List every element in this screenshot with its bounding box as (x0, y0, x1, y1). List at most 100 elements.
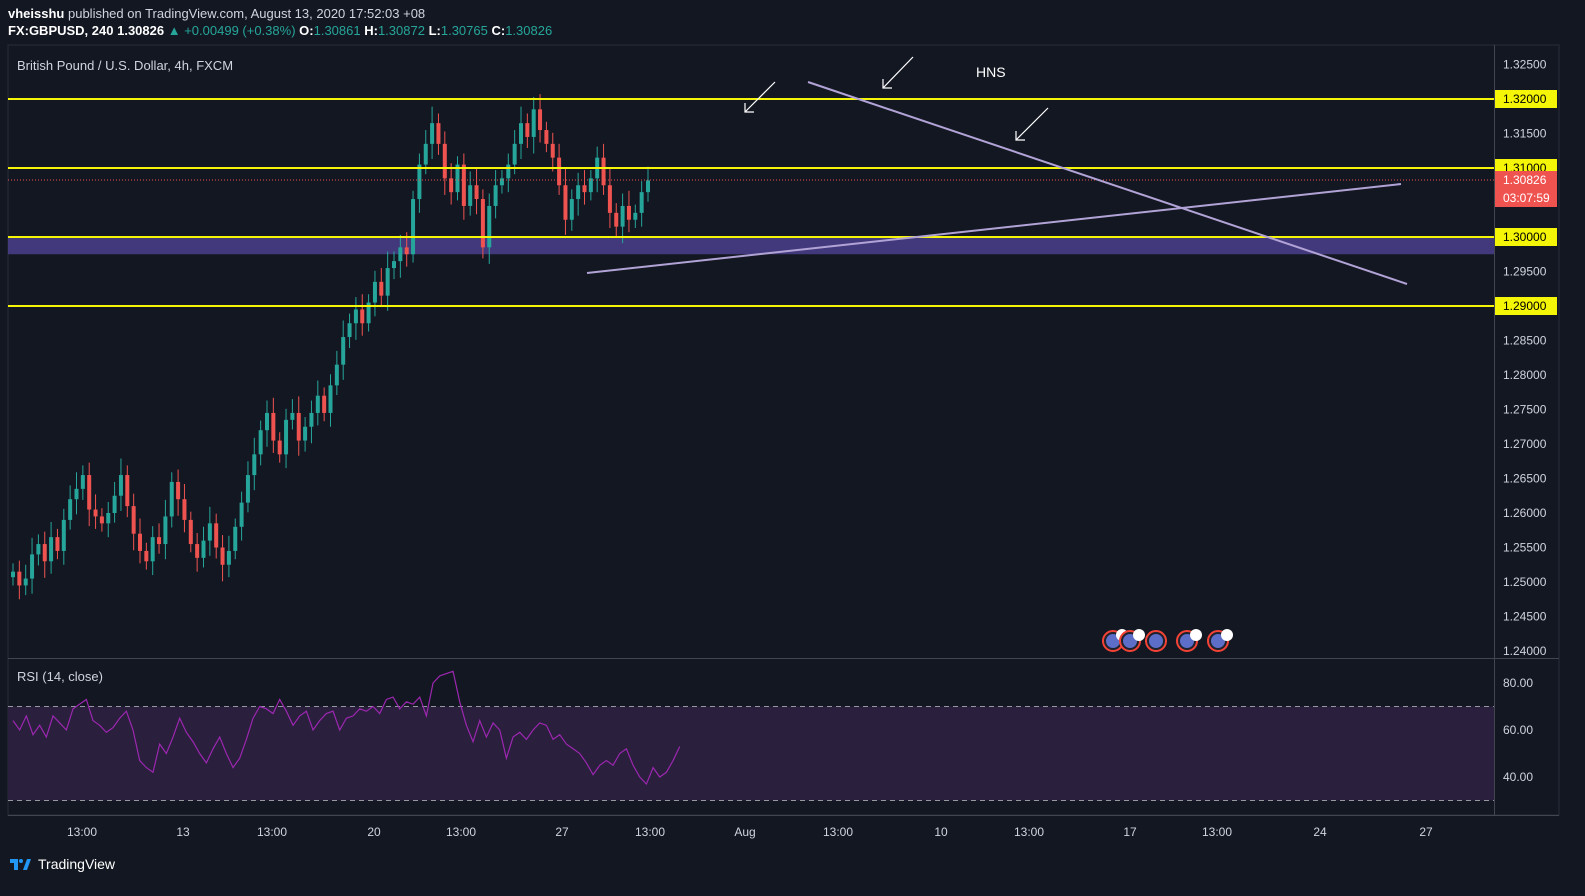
candle-body (582, 185, 587, 193)
time-tick-label: Aug (734, 825, 755, 839)
candle-body (449, 178, 454, 193)
candle-body (404, 247, 409, 255)
candle-body (93, 509, 98, 517)
candle-body (207, 523, 212, 541)
candle-body (411, 199, 416, 255)
level-price-label: 1.29000 (1503, 299, 1547, 313)
candle-body (620, 205, 625, 227)
time-tick-label: 10 (934, 825, 948, 839)
flag-center-icon (1149, 634, 1163, 648)
candle-body (68, 499, 73, 520)
candles (11, 94, 650, 600)
candle-body (576, 185, 581, 200)
candle-body (588, 178, 593, 193)
candle-body (303, 426, 308, 441)
price-tick-label: 1.32500 (1503, 58, 1547, 72)
arrow-head-icon (882, 79, 892, 89)
event-count-badge-icon (1190, 629, 1202, 641)
candle-body (633, 212, 638, 220)
time-tick-label: 13:00 (1202, 825, 1232, 839)
candle-body (284, 419, 289, 455)
open-value: 1.30861 (313, 23, 361, 38)
candle-body (296, 412, 301, 441)
event-count-badge-icon (1221, 629, 1233, 641)
price-tick-label: 1.26500 (1503, 472, 1547, 486)
candle-body (201, 540, 206, 558)
candle-body (493, 185, 498, 206)
candle-body (125, 475, 130, 507)
candle-body (423, 143, 428, 165)
candle-body (372, 281, 377, 303)
level-price-tag (1495, 228, 1557, 246)
flag-center-icon (1180, 634, 1194, 648)
candle-body (144, 550, 149, 562)
candle-body (614, 212, 619, 227)
candle-body (607, 185, 612, 213)
quote-line: FX:GBPUSD, 240 1.30826 ▲ +0.00499 (+0.38… (8, 22, 552, 39)
candle-body (392, 261, 396, 269)
candle-body (87, 475, 92, 510)
candle-body (398, 247, 403, 262)
falling-trendline (807, 81, 1408, 285)
candle-body (461, 164, 466, 206)
flag-center-icon (1106, 634, 1120, 648)
time-tick-label: 13:00 (823, 825, 853, 839)
series-legend[interactable]: British Pound / U.S. Dollar, 4h, FXCM (17, 58, 234, 73)
price-tick-label: 1.28500 (1503, 334, 1547, 348)
price-tick-label: 1.27000 (1503, 437, 1547, 451)
chart-frame (7, 44, 1560, 816)
level-price-tag (1495, 90, 1557, 108)
candle-body (322, 395, 327, 413)
candle-body (430, 123, 435, 144)
candle-body (239, 502, 244, 527)
price-tick-label: 1.24500 (1503, 610, 1547, 624)
candle-body (99, 516, 104, 524)
candle-body (366, 302, 371, 324)
last-price-tag (1495, 171, 1557, 208)
candle-body (23, 578, 28, 586)
candle-body (506, 164, 511, 179)
candle-body (118, 475, 123, 496)
publisher-name[interactable]: vheisshu (8, 6, 65, 21)
candle-body (42, 544, 47, 562)
candle-body (334, 364, 339, 386)
candle-body (176, 481, 181, 500)
candle-body (169, 481, 174, 517)
rsi-band (8, 706, 1494, 801)
candle-body (258, 430, 263, 455)
price-tick-label: 1.29500 (1503, 265, 1547, 279)
candle-body (525, 123, 530, 137)
symbol-label[interactable]: FX:GBPUSD, 240 (8, 23, 114, 38)
candle-body (150, 537, 155, 562)
price-tick-label: 1.27500 (1503, 403, 1547, 417)
annotation-arrow-icon (744, 81, 776, 113)
candle-body (569, 199, 574, 220)
hns-annotation: HNS (976, 64, 1006, 80)
candle-body (347, 323, 352, 338)
price-change: ▲ +0.00499 (+0.38%) (167, 23, 296, 38)
rsi-legend[interactable]: RSI (14, close) (17, 669, 103, 684)
time-tick-label: 27 (1419, 825, 1433, 839)
countdown-label: 03:07:59 (1503, 191, 1550, 205)
arrow-head-icon (1015, 131, 1025, 141)
candle-body (563, 185, 568, 220)
candle-body (233, 526, 238, 551)
footer: TradingView (8, 856, 115, 872)
candle-body (468, 185, 473, 206)
candle-body (220, 547, 225, 565)
high-label: H: (364, 23, 378, 38)
price-tick-label: 1.31500 (1503, 127, 1547, 141)
rsi-tick-label: 60.00 (1503, 723, 1533, 737)
price-tick-label: 1.28000 (1503, 368, 1547, 382)
candle-body (182, 499, 187, 520)
candle-body (480, 199, 485, 248)
candle-body (550, 143, 555, 158)
footer-brand[interactable]: TradingView (38, 856, 116, 872)
candle-body (131, 506, 136, 534)
candle-body (442, 143, 447, 179)
arrow-head-icon (744, 103, 754, 113)
last-price: 1.30826 (117, 23, 165, 38)
open-label: O: (299, 23, 314, 38)
level-price-label: 1.32000 (1503, 92, 1547, 106)
